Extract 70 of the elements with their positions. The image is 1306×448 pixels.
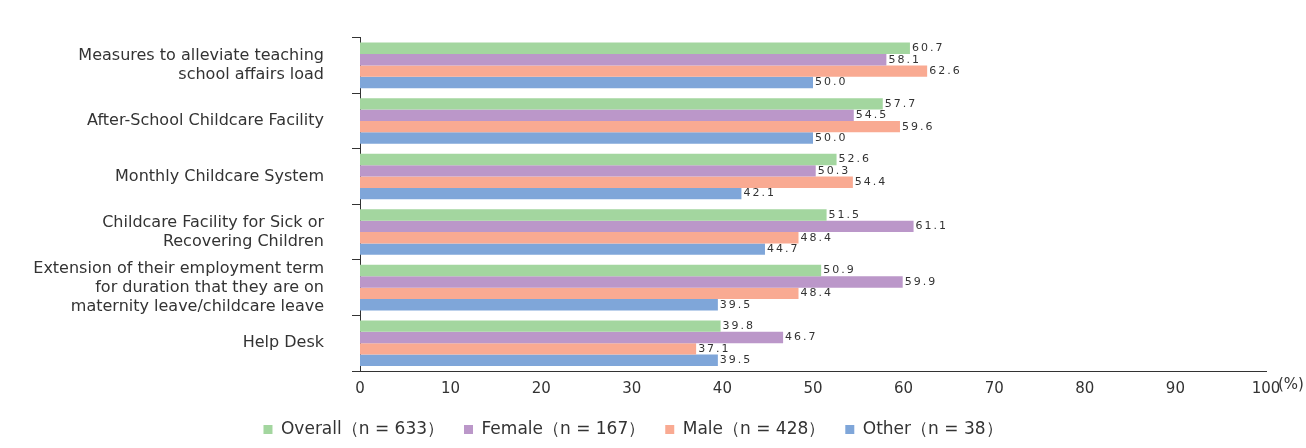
data-label: 39.5 <box>719 353 753 367</box>
data-label: 50.0 <box>815 75 848 89</box>
bar <box>360 299 718 311</box>
bar <box>360 243 765 255</box>
data-label: 57.7 <box>884 96 918 110</box>
bar <box>360 187 742 200</box>
bar <box>360 287 799 300</box>
data-label: 44.7 <box>766 242 800 256</box>
bar <box>360 176 853 188</box>
bar <box>360 331 784 344</box>
x-tick-label: 50 <box>803 378 823 397</box>
y-tick-label: After-School Childcare Facility <box>87 110 324 130</box>
bar <box>360 109 854 121</box>
x-tick-label: 30 <box>622 378 642 397</box>
x-tick-label: 90 <box>1165 378 1185 397</box>
bar <box>360 53 887 66</box>
data-label: 52.6 <box>838 152 872 166</box>
bar <box>360 153 837 166</box>
data-label: 59.6 <box>901 119 935 133</box>
x-tick-label: 60 <box>894 378 914 397</box>
x-tick-label: 80 <box>1075 378 1095 397</box>
data-label: 42.1 <box>743 186 776 200</box>
bar <box>360 209 827 221</box>
y-tick-label: Childcare Facility for Sick or Recovering Children <box>102 211 325 250</box>
legend-label: Other（n = 38） <box>862 417 1003 438</box>
bar <box>360 120 900 133</box>
x-tick-label: 10 <box>441 378 461 397</box>
legend-label: Overall（n = 633） <box>280 417 445 438</box>
bar <box>360 132 813 144</box>
data-label: 59.9 <box>904 274 938 288</box>
data-label: 39.8 <box>722 318 756 332</box>
y-tick-label: Measures to alleviate teaching school affairs load <box>78 44 324 84</box>
y-tick-label: Monthly Childcare System <box>115 165 324 185</box>
x-tick-label: 70 <box>984 378 1004 397</box>
y-tick-label: Extension of their employment term for duration that they are on maternity leave/childcare leave <box>33 257 324 316</box>
bar <box>360 343 697 355</box>
data-label: 50.3 <box>817 163 851 177</box>
bar <box>360 98 883 110</box>
data-label: 46.7 <box>785 330 818 344</box>
data-label: 51.5 <box>828 207 862 221</box>
bar <box>360 276 903 288</box>
data-label: 48.4 <box>800 286 833 300</box>
bar <box>360 42 910 54</box>
y-tick-label: Help Desk <box>242 332 325 352</box>
x-tick-label: 20 <box>531 378 551 397</box>
data-label: 39.5 <box>719 297 753 311</box>
data-label: 48.4 <box>800 230 833 244</box>
data-label: 50.9 <box>823 263 856 277</box>
data-label: 58.1 <box>888 52 921 66</box>
x-tick-label: 40 <box>712 378 732 397</box>
data-label: 54.4 <box>854 175 888 189</box>
bar <box>360 65 928 77</box>
bar <box>360 354 718 366</box>
data-label: 61.1 <box>915 219 949 233</box>
bar <box>360 232 799 244</box>
bar <box>360 220 914 233</box>
bar <box>360 320 721 332</box>
data-label: 37.1 <box>698 341 731 355</box>
x-tick-label: 100 <box>1251 378 1281 397</box>
legend-label: Male（n = 428） <box>682 417 826 438</box>
data-label: 62.6 <box>929 63 962 77</box>
x-tick-label: 0 <box>355 378 365 397</box>
bar <box>360 165 816 177</box>
data-label: 54.5 <box>855 108 889 122</box>
bar <box>360 264 822 277</box>
x-axis-title: (%) <box>1278 375 1304 394</box>
data-label: 60.7 <box>911 41 945 55</box>
data-label: 50.0 <box>815 130 848 144</box>
legend-label: Female（n = 167） <box>481 417 646 438</box>
bar <box>360 76 813 89</box>
